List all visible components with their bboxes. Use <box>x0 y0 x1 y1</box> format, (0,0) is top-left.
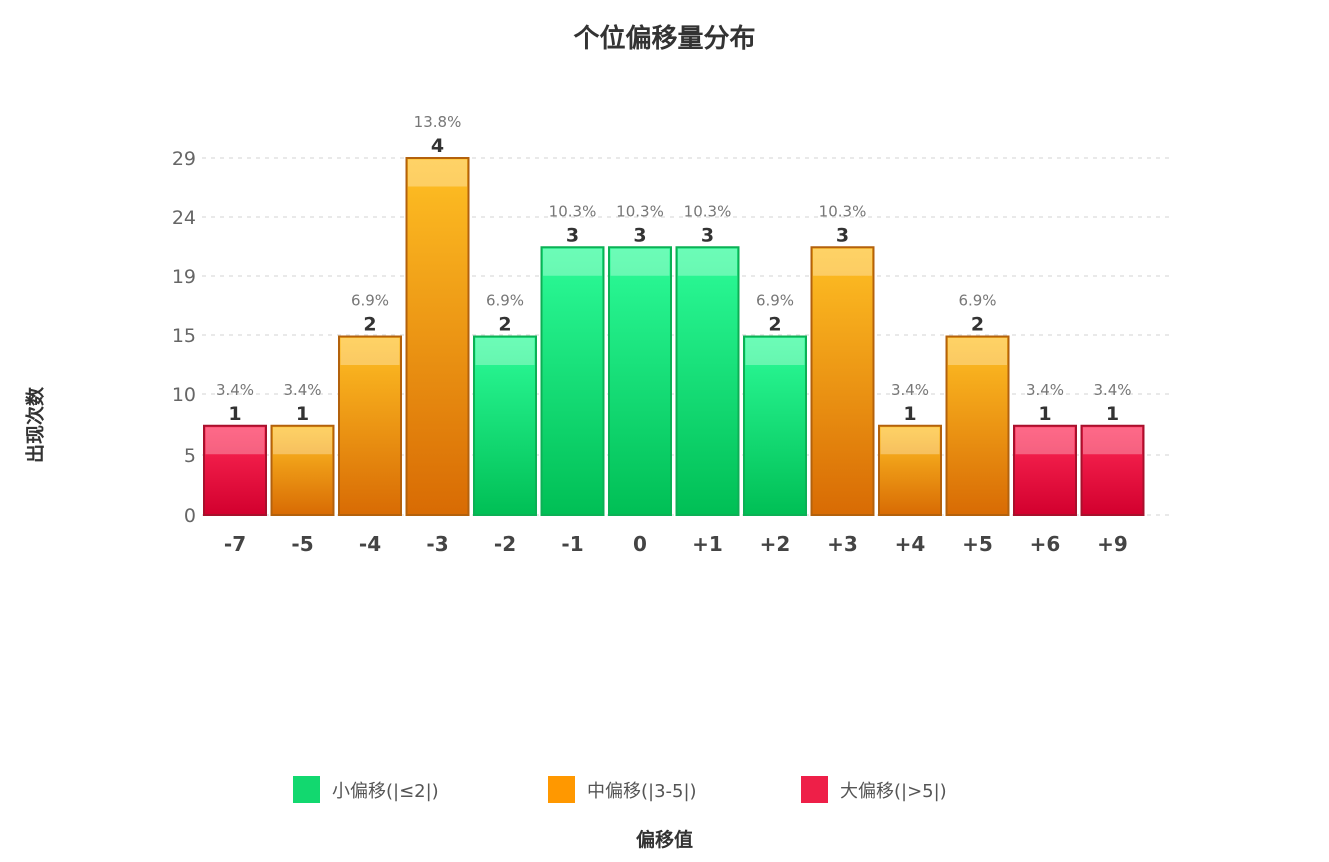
x-tick-label: +6 <box>1030 532 1061 556</box>
bar-value-label: 1 <box>1038 403 1051 425</box>
bar-chart: 05101519242913.4%-713.4%-526.9%-4413.8%-… <box>172 113 1170 556</box>
legend-swatch-small <box>293 776 320 803</box>
bar-value-label: 3 <box>836 224 849 246</box>
bar[interactable] <box>675 246 740 516</box>
y-tick-label: 10 <box>172 384 196 406</box>
bar[interactable] <box>203 424 267 516</box>
legend-swatch-medium <box>548 776 575 803</box>
legend-label-small: 小偏移(|≤2|) <box>332 780 439 802</box>
x-axis-title: 偏移值 <box>635 829 693 851</box>
bar-highlight <box>678 248 737 276</box>
x-tick-label: +9 <box>1097 532 1128 556</box>
bar-percent-label: 13.8% <box>414 113 462 131</box>
legend-item-medium[interactable]: 中偏移(|3-5|) <box>548 776 697 803</box>
bar-value-label: 4 <box>431 135 444 157</box>
bar-value-label: 2 <box>971 314 984 336</box>
bar[interactable] <box>878 424 942 516</box>
bar-percent-label: 3.4% <box>891 381 929 399</box>
bar-percent-label: 3.4% <box>1093 381 1131 399</box>
bar-value-label: 1 <box>228 403 241 425</box>
bar-highlight <box>340 338 400 365</box>
x-tick-label: -3 <box>426 532 448 556</box>
bar[interactable] <box>405 157 470 516</box>
x-tick-label: +3 <box>827 532 858 556</box>
y-tick-label: 19 <box>172 266 196 288</box>
bar-value-label: 3 <box>566 224 579 246</box>
bar-percent-label: 3.4% <box>1026 381 1064 399</box>
x-tick-label: 0 <box>633 532 647 556</box>
bar-value-label: 1 <box>1106 403 1119 425</box>
x-tick-label: -5 <box>291 532 313 556</box>
legend-swatch-large <box>801 776 828 803</box>
bar-percent-label: 10.3% <box>549 202 597 220</box>
bar-value-label: 3 <box>633 224 646 246</box>
legend-item-large[interactable]: 大偏移(|>5|) <box>801 776 947 803</box>
bar-value-label: 3 <box>701 224 714 246</box>
bar-highlight <box>610 248 670 276</box>
bar[interactable] <box>338 335 402 516</box>
y-tick-label: 29 <box>172 148 196 170</box>
bar[interactable] <box>945 335 1010 516</box>
bar[interactable] <box>473 335 537 516</box>
bar-highlight <box>880 427 940 455</box>
bar[interactable] <box>540 246 605 516</box>
bar-value-label: 2 <box>363 314 376 336</box>
x-tick-label: -1 <box>561 532 583 556</box>
y-tick-label: 0 <box>184 505 196 527</box>
bar-value-label: 2 <box>768 314 781 336</box>
bar-highlight <box>745 338 805 365</box>
x-tick-label: +4 <box>895 532 926 556</box>
bar-highlight <box>1083 427 1142 455</box>
bar-percent-label: 3.4% <box>216 381 254 399</box>
x-tick-label: -4 <box>359 532 381 556</box>
y-tick-label: 15 <box>172 325 196 347</box>
bar-value-label: 1 <box>296 403 309 425</box>
legend: 小偏移(|≤2|) 中偏移(|3-5|) 大偏移(|>5|) <box>0 776 1329 808</box>
bar-highlight <box>543 248 602 276</box>
bar-percent-label: 6.9% <box>351 292 389 310</box>
bar-percent-label: 10.3% <box>819 202 867 220</box>
bar[interactable] <box>810 246 875 516</box>
bar-percent-label: 6.9% <box>486 292 524 310</box>
x-tick-label: +5 <box>962 532 993 556</box>
y-tick-label: 24 <box>172 207 196 229</box>
bar-highlight <box>475 338 535 365</box>
bar-highlight <box>1015 427 1075 455</box>
bar-highlight <box>813 248 872 276</box>
bar-highlight <box>273 427 332 455</box>
bar-highlight <box>205 427 265 455</box>
x-tick-label: +2 <box>760 532 791 556</box>
x-tick-label: +1 <box>692 532 723 556</box>
bar-percent-label: 10.3% <box>616 202 664 220</box>
bar-value-label: 1 <box>903 403 916 425</box>
legend-label-large: 大偏移(|>5|) <box>840 780 947 802</box>
bar-value-label: 2 <box>498 314 511 336</box>
legend-label-medium: 中偏移(|3-5|) <box>587 780 697 802</box>
bar-percent-label: 6.9% <box>958 292 996 310</box>
bar[interactable] <box>270 424 335 516</box>
bar[interactable] <box>743 335 807 516</box>
bar[interactable] <box>1080 424 1145 516</box>
bar-highlight <box>948 338 1007 365</box>
bar[interactable] <box>1013 424 1077 516</box>
bar-percent-label: 10.3% <box>684 202 732 220</box>
chart-title: 个位偏移量分布 <box>573 24 756 54</box>
x-tick-label: -2 <box>494 532 516 556</box>
bar[interactable] <box>608 246 672 516</box>
bar-percent-label: 3.4% <box>283 381 321 399</box>
x-tick-label: -7 <box>224 532 246 556</box>
legend-item-small[interactable]: 小偏移(|≤2|) <box>293 776 439 803</box>
bar-highlight <box>408 159 467 187</box>
y-tick-label: 5 <box>184 445 196 467</box>
bar-percent-label: 6.9% <box>756 292 794 310</box>
